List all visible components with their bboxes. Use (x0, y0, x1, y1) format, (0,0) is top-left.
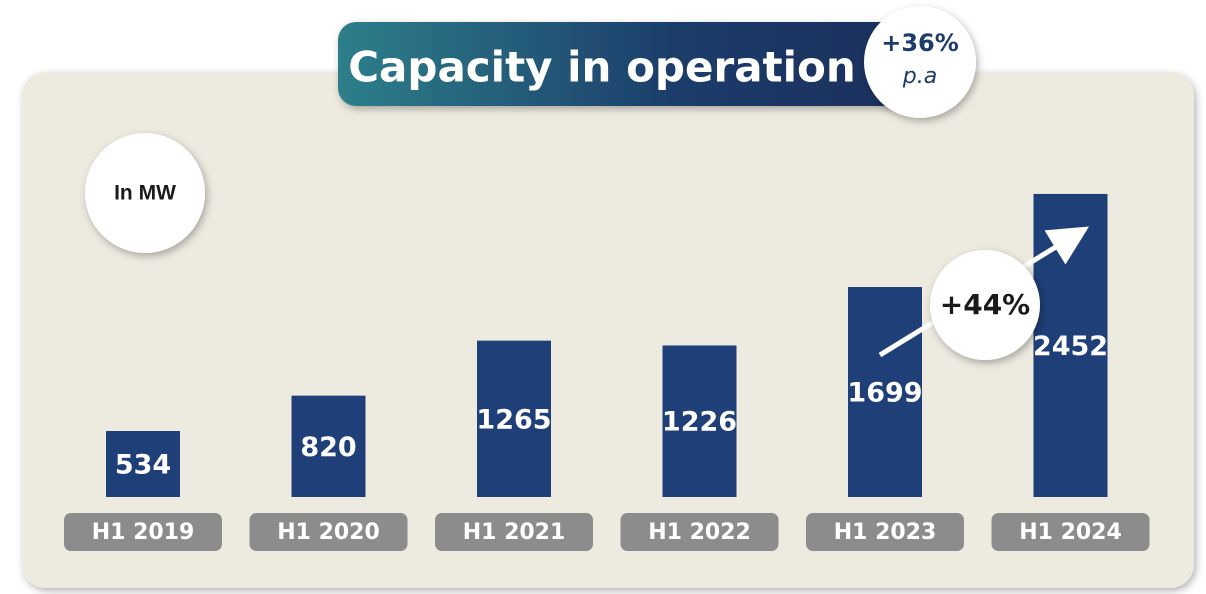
bar (106, 430, 180, 497)
growth-last: +44% (940, 288, 1030, 321)
unit-label: In MW (114, 182, 176, 205)
category-box (620, 513, 779, 551)
category-box (806, 513, 964, 551)
x-tick-label: H1 2023 (834, 520, 937, 545)
growth-badge (864, 6, 976, 118)
x-tick-label: H1 2019 (92, 520, 195, 545)
x-tick-label: H1 2024 (1019, 520, 1122, 545)
unit-badge (85, 133, 205, 253)
value-label: 1265 (476, 404, 551, 435)
category-box (435, 513, 593, 551)
chart-title: Capacity in operation (348, 43, 856, 92)
bar (477, 340, 551, 497)
value-label: 1699 (847, 378, 922, 409)
value-label: 2452 (1033, 331, 1108, 362)
growth-last-badge (930, 250, 1040, 360)
bar (662, 345, 737, 497)
title-banner (338, 22, 908, 106)
growth-period: p.a (902, 64, 937, 89)
x-tick-label: H1 2020 (277, 520, 380, 545)
category-box (991, 513, 1150, 551)
bar (848, 287, 922, 497)
value-label: 534 (115, 449, 171, 480)
bar (291, 395, 366, 497)
x-tick-label: H1 2021 (463, 520, 566, 545)
category-box (249, 513, 408, 551)
value-label: 1226 (662, 407, 737, 438)
value-label: 820 (300, 432, 356, 463)
x-tick-label: H1 2022 (648, 520, 751, 545)
bars: 534 H1 2019 820 H1 2020 1265 H1 2021 1226 H1 20… (64, 193, 1150, 551)
category-box (64, 513, 222, 551)
growth-total: +36% (881, 29, 959, 57)
